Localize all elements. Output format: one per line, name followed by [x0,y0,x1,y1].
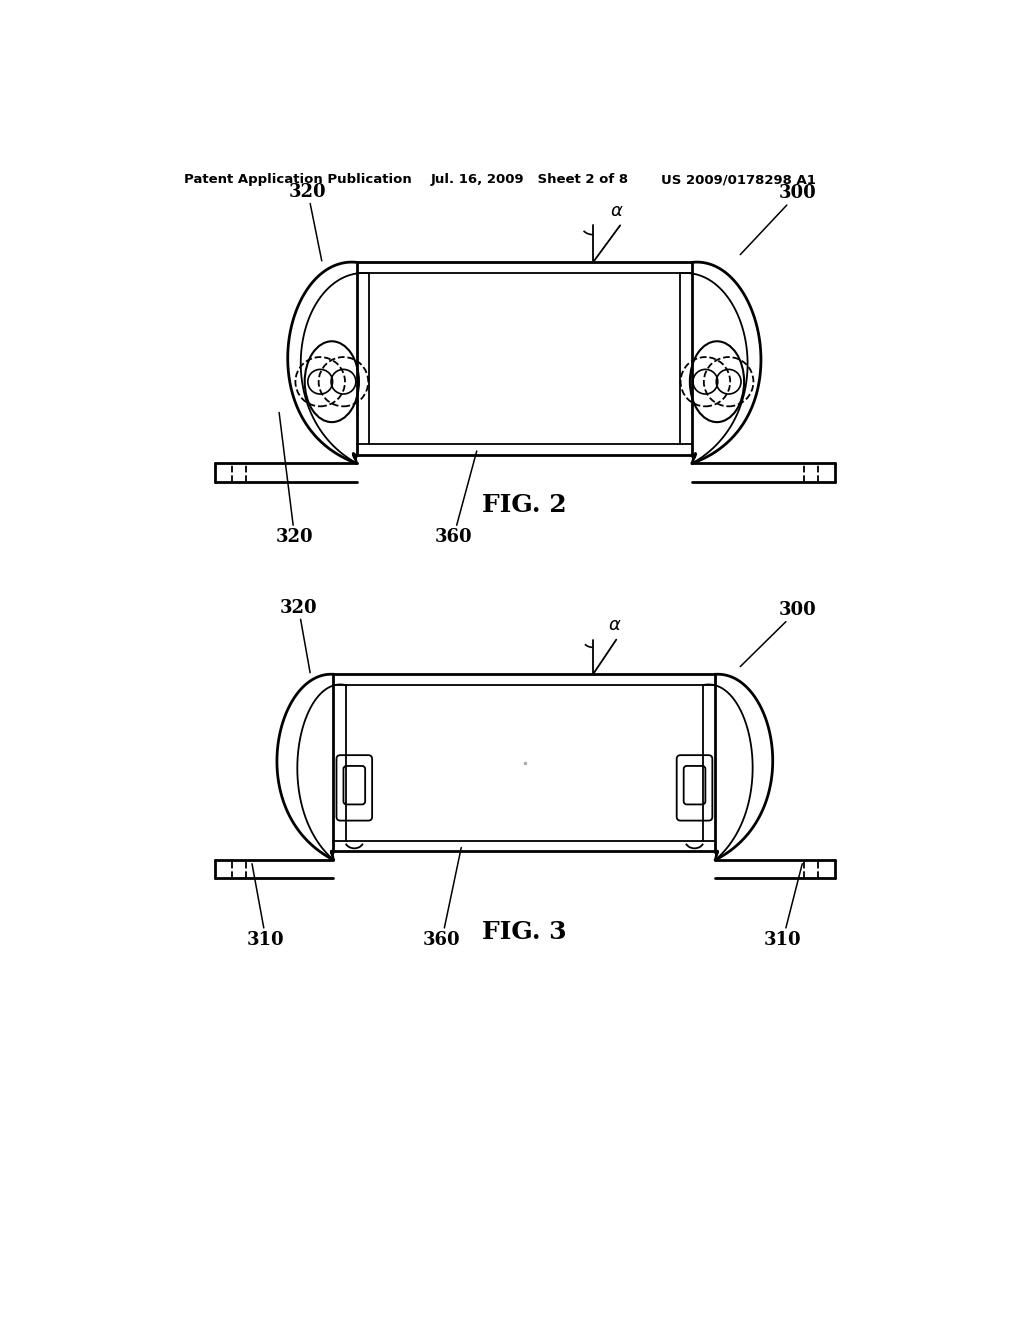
Text: Patent Application Publication: Patent Application Publication [183,173,412,186]
Text: $\alpha$: $\alpha$ [610,202,624,220]
Text: $\alpha$: $\alpha$ [608,616,623,635]
Text: Jul. 16, 2009   Sheet 2 of 8: Jul. 16, 2009 Sheet 2 of 8 [430,173,629,186]
Text: FIG. 2: FIG. 2 [482,492,567,517]
Text: FIG. 3: FIG. 3 [482,920,567,944]
Text: 320: 320 [289,182,327,261]
Text: 320: 320 [280,598,317,673]
Text: 360: 360 [434,451,477,546]
Text: US 2009/0178298 A1: US 2009/0178298 A1 [662,173,816,186]
Text: 300: 300 [740,185,817,255]
Text: 360: 360 [423,847,461,949]
Text: 320: 320 [275,412,313,546]
Text: 310: 310 [247,863,285,949]
Text: 300: 300 [740,601,817,667]
Text: 310: 310 [764,863,802,949]
